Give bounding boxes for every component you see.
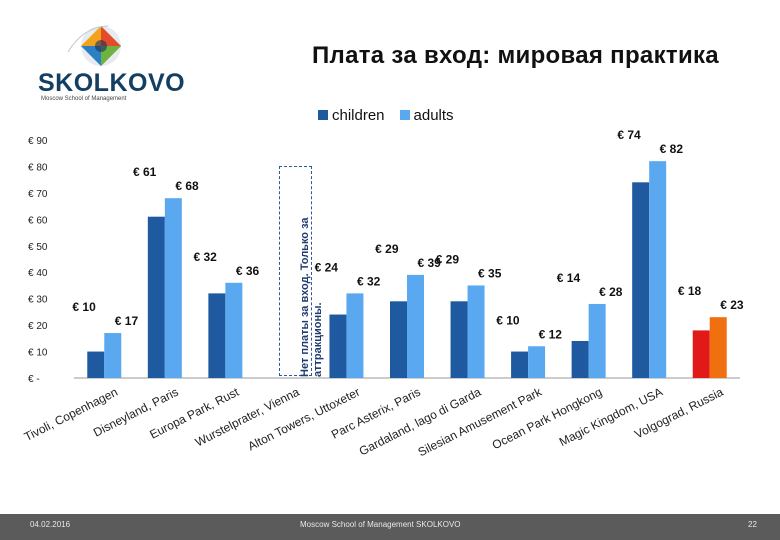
y-tick-label: € 60 [28, 215, 48, 226]
bar-children [571, 340, 589, 378]
x-tick-label: Alton Towers, Uttoxeter [245, 385, 362, 454]
data-label-adults: € 12 [539, 327, 563, 341]
data-label-adults: € 68 [175, 179, 199, 193]
y-tick-label: € 70 [28, 189, 48, 200]
y-tick-label: € 40 [28, 268, 48, 279]
data-label-children: € 29 [436, 252, 460, 266]
y-tick-label: € - [28, 374, 40, 385]
data-label-adults: € 36 [236, 264, 260, 278]
chart-legend: children adults [318, 106, 454, 124]
page-number: 22 [748, 520, 757, 529]
x-tick-label: Ocean Park Hongkong [490, 385, 605, 453]
data-label-children: € 10 [72, 300, 96, 314]
bar-children [208, 293, 226, 378]
y-tick-label: € 50 [28, 242, 48, 253]
legend-label-children: children [332, 106, 385, 124]
bar-chart: € - € 10 € 20 € 30 € 40 € 50 € 60 € 70 € 80 € 90 €… [22, 128, 744, 459]
y-tick-label: € 10 [28, 348, 48, 359]
bar-adults [346, 293, 364, 378]
bar-children [329, 314, 347, 378]
bar-adults [709, 317, 727, 378]
x-tick-label: Magic Kingdom, USA [557, 385, 665, 449]
data-label-adults: € 28 [599, 285, 623, 299]
y-tick-label: € 90 [28, 136, 48, 147]
data-label-children: € 10 [496, 313, 520, 327]
footer-date: 04.02.2016 [30, 520, 71, 529]
data-label-children: € 29 [375, 242, 399, 256]
data-label-adults: € 39 [418, 256, 442, 270]
legend-swatch-adults [399, 110, 410, 120]
footer-bar: 04.02.2016 Moscow School of Management S… [0, 514, 780, 540]
data-label-adults: € 17 [115, 314, 139, 328]
bar-children [390, 301, 407, 378]
data-label-adults: € 35 [478, 266, 502, 280]
data-label-children: € 24 [315, 260, 339, 274]
bar-adults [528, 346, 546, 378]
y-tick-label: € 30 [28, 295, 48, 306]
data-label-children: € 14 [557, 271, 581, 285]
bar-adults [104, 333, 122, 378]
data-label-adults: € 23 [720, 298, 744, 312]
data-label-adults: € 32 [357, 274, 381, 288]
footer-center-text: Moscow School of Management SKOLKOVO [300, 520, 461, 529]
bar-adults [407, 274, 424, 378]
legend-item-children: children [318, 106, 385, 124]
bar-children [632, 182, 650, 378]
brand-subtitle: Moscow School of Management [41, 96, 127, 102]
data-label-children: € 61 [133, 165, 157, 179]
legend-item-adults: adults [399, 106, 454, 124]
bar-children [87, 351, 105, 378]
bar-children [692, 330, 710, 378]
y-tick-label: € 80 [28, 162, 48, 173]
skolkovo-logo-icon [67, 25, 121, 66]
legend-swatch-children [318, 110, 328, 120]
data-label-adults: € 82 [660, 142, 684, 156]
data-label-children: € 74 [617, 128, 641, 142]
bar-adults [649, 161, 667, 378]
brand-name: SKOLKOVO [38, 69, 186, 97]
data-label-children: € 18 [678, 284, 702, 298]
bar-adults [225, 282, 243, 378]
no-fee-note-text: Нет платы за вход. Только за аттракционы… [299, 217, 324, 377]
bar-adults [588, 303, 606, 378]
bar-children [511, 351, 529, 378]
bar-adults [164, 198, 182, 378]
legend-label-adults: adults [413, 106, 454, 124]
bar-children [450, 301, 468, 378]
slide-title: Плата за вход: мировая практика [312, 42, 719, 69]
bar-adults [467, 285, 485, 378]
data-label-children: € 32 [194, 250, 218, 264]
bar-children [147, 216, 165, 378]
no-fee-note-box: Нет платы за вход. Только за аттракционы… [279, 166, 324, 377]
y-tick-label: € 20 [28, 321, 48, 332]
